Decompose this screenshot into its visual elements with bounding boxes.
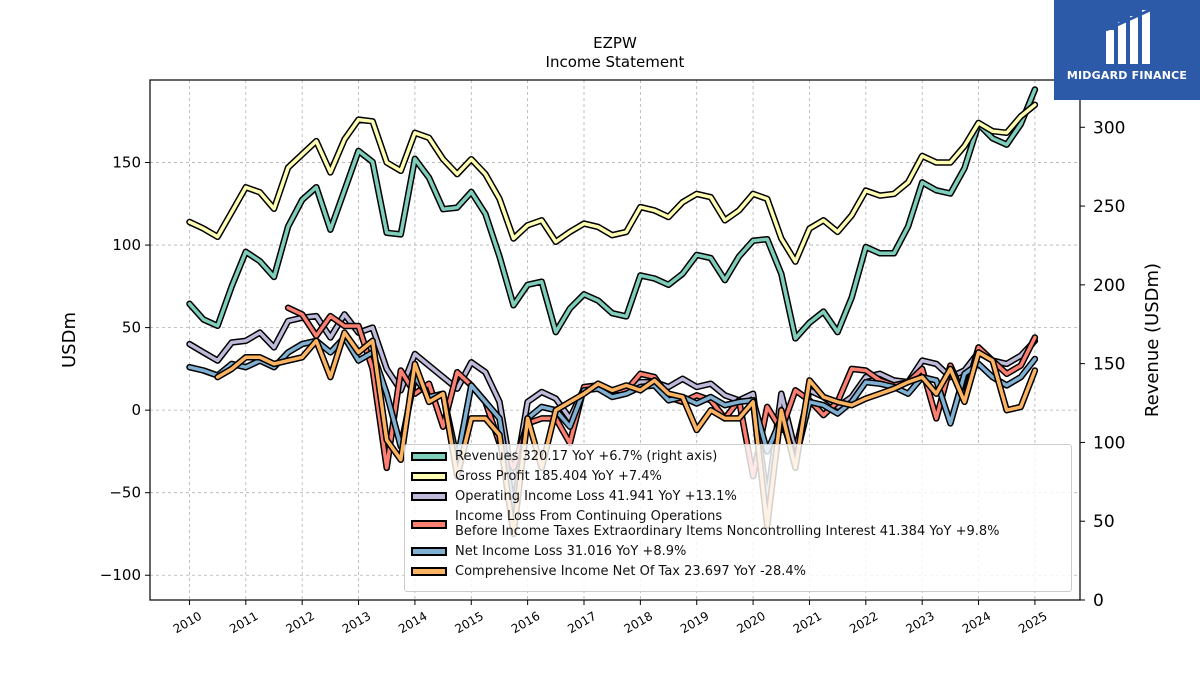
legend-item: Revenues 320.17 YoY +6.7% (right axis) xyxy=(411,449,1071,464)
midgard-logo-icon xyxy=(1105,8,1151,64)
x-tick-label: 2016 xyxy=(509,609,542,636)
brand-logo: MIDGARD FINANCE xyxy=(1054,0,1200,100)
legend-swatch xyxy=(411,472,447,481)
chart-title: EZPW xyxy=(593,34,637,52)
legend-item: Gross Profit 185.404 YoY +7.4% xyxy=(411,469,1071,484)
legend-swatch xyxy=(411,567,447,576)
y-left-tick-label: −50 xyxy=(109,484,141,502)
x-tick-label: 2017 xyxy=(565,609,598,636)
legend-label: Net Income Loss 31.016 YoY +8.9% xyxy=(455,544,687,559)
logo-text: MIDGARD FINANCE xyxy=(1066,69,1188,82)
x-tick-label: 2014 xyxy=(396,609,429,636)
legend-swatch xyxy=(411,547,447,556)
x-tick-label: 2015 xyxy=(453,609,486,636)
y-left-tick-label: 50 xyxy=(122,319,141,337)
x-tick-label: 2013 xyxy=(340,609,373,636)
series-line-outline xyxy=(186,86,1039,342)
legend-label: Revenues 320.17 YoY +6.7% (right axis) xyxy=(455,449,718,464)
chart-subtitle: Income Statement xyxy=(546,53,685,71)
x-tick-label: 2025 xyxy=(1016,609,1049,636)
legend-swatch xyxy=(411,492,447,501)
x-tick-label: 2011 xyxy=(227,609,260,636)
y-right-tick-label: 150 xyxy=(1093,355,1125,375)
plot-frame xyxy=(149,79,1081,601)
legend-swatch xyxy=(411,452,447,461)
y-right-tick-label: 50 xyxy=(1093,512,1115,532)
y-axis-left-label: USDm xyxy=(59,312,80,368)
chart-legend: Revenues 320.17 YoY +6.7% (right axis) Gr… xyxy=(404,444,1072,592)
legend-label: Comprehensive Income Net Of Tax 23.697 Y… xyxy=(455,564,806,579)
y-left-tick-label: 100 xyxy=(112,236,141,254)
y-right-tick-label: 250 xyxy=(1093,197,1125,217)
x-tick-label: 2010 xyxy=(171,609,204,636)
x-tick-label: 2022 xyxy=(847,609,880,636)
legend-item: Comprehensive Income Net Of Tax 23.697 Y… xyxy=(411,564,1071,579)
y-left-tick-label: −100 xyxy=(100,566,141,584)
x-tick-label: 2023 xyxy=(903,609,936,636)
legend-label: Operating Income Loss 41.941 YoY +13.1% xyxy=(455,489,737,504)
y-right-tick-label: 200 xyxy=(1093,276,1125,296)
legend-swatch xyxy=(411,519,447,529)
series-1 xyxy=(186,86,1039,342)
x-tick-label: 2012 xyxy=(283,609,316,636)
legend-item: Net Income Loss 31.016 YoY +8.9% xyxy=(411,544,1071,559)
series-line xyxy=(215,330,1037,536)
series-line xyxy=(187,103,1037,264)
y-axis-right-label: Revenue (USDm) xyxy=(1142,263,1163,417)
series-layer xyxy=(186,86,1039,538)
legend-label: Income Loss From Continuing Operations B… xyxy=(455,509,1000,539)
y-left-tick-label: 150 xyxy=(112,154,141,172)
x-tick-label: 2020 xyxy=(734,609,767,636)
series-6 xyxy=(214,329,1039,538)
legend-label: Gross Profit 185.404 YoY +7.4% xyxy=(455,469,662,484)
y-right-tick-label: 0 xyxy=(1093,591,1104,611)
series-2 xyxy=(186,101,1039,265)
x-tick-label: 2021 xyxy=(791,609,824,636)
y-left-tick-label: 0 xyxy=(131,401,141,419)
legend-item: Income Loss From Continuing Operations B… xyxy=(411,509,1071,539)
legend-item: Operating Income Loss 41.941 YoY +13.1% xyxy=(411,489,1071,504)
y-right-tick-label: 300 xyxy=(1093,118,1125,138)
x-tick-label: 2024 xyxy=(960,609,993,636)
x-tick-label: 2019 xyxy=(678,609,711,636)
y-right-tick-label: 100 xyxy=(1093,433,1125,453)
series-line xyxy=(187,87,1037,341)
x-tick-label: 2018 xyxy=(622,609,655,636)
